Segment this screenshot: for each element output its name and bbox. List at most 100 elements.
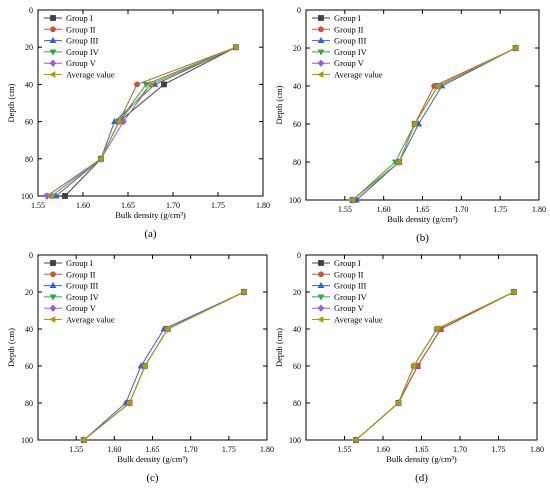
legend-marker bbox=[49, 294, 57, 301]
legend-marker bbox=[49, 304, 57, 312]
x-axis-title: Bulk density (g/cm³) bbox=[117, 454, 188, 464]
data-point bbox=[410, 120, 418, 128]
legend-label: Average value bbox=[66, 70, 115, 80]
y-tick-label: 100 bbox=[289, 436, 301, 445]
y-axis-title: Depth (cm) bbox=[274, 328, 284, 367]
y-tick-label: 60 bbox=[293, 362, 301, 371]
legend-label: Group II bbox=[66, 24, 96, 34]
plot-frame bbox=[37, 9, 264, 197]
legend-marker bbox=[317, 49, 325, 56]
legend-marker bbox=[49, 281, 57, 288]
y-axis-title: Depth (cm) bbox=[6, 83, 16, 122]
legend-label: Group I bbox=[334, 258, 361, 268]
legend-label: Group IV bbox=[66, 292, 100, 302]
x-tick-label: 1.75 bbox=[493, 205, 507, 214]
y-axis-title: Depth (cm) bbox=[274, 85, 284, 124]
x-tick-label: 1.55 bbox=[338, 205, 352, 214]
data-point bbox=[142, 82, 150, 89]
y-tick-label: 0 bbox=[297, 251, 301, 260]
legend-marker bbox=[49, 49, 57, 56]
x-tick-label: 1.55 bbox=[69, 445, 83, 454]
data-point bbox=[510, 288, 517, 296]
x-tick-label: 1.80 bbox=[530, 445, 544, 454]
y-tick-label: 40 bbox=[25, 325, 33, 334]
legend-marker bbox=[49, 36, 57, 43]
chart-panel-c: 1.55 1.60 1.65 1.70 1.75 1.80 0 20 40 60 80 100 Bulk… bbox=[6, 251, 274, 484]
y-tick-label: 40 bbox=[25, 80, 33, 89]
legend-marker bbox=[318, 260, 324, 266]
y-tick-label: 60 bbox=[293, 120, 301, 129]
legend-label: Average value bbox=[334, 315, 383, 325]
panel-label: (c) bbox=[146, 472, 159, 484]
data-point bbox=[433, 325, 440, 333]
y-tick-label: 100 bbox=[289, 196, 301, 205]
legend-label: Group III bbox=[334, 281, 367, 291]
legend-marker bbox=[317, 36, 325, 43]
data-point bbox=[410, 362, 417, 370]
legend-label: Group II bbox=[66, 269, 96, 279]
legend-marker bbox=[49, 59, 57, 67]
data-point bbox=[115, 118, 122, 125]
x-tick-label: 1.70 bbox=[453, 445, 467, 454]
y-tick-label: 20 bbox=[25, 288, 33, 297]
data-point bbox=[348, 196, 355, 204]
legend-label: Group II bbox=[334, 24, 364, 34]
x-tick-label: 1.80 bbox=[532, 205, 546, 214]
data-point bbox=[134, 81, 140, 88]
legend-marker bbox=[317, 59, 325, 67]
legend-marker bbox=[49, 71, 56, 78]
legend-label: Group III bbox=[66, 281, 99, 291]
legend-marker bbox=[50, 271, 56, 278]
x-tick-label: 1.65 bbox=[146, 445, 160, 454]
legend-label: Group I bbox=[66, 13, 93, 23]
y-axis-title: Depth (cm) bbox=[6, 328, 16, 367]
x-tick-label: 1.60 bbox=[76, 201, 90, 210]
legend-label: Group V bbox=[66, 58, 97, 68]
data-point bbox=[146, 81, 153, 88]
legend-marker bbox=[318, 26, 324, 33]
legend-label: Group II bbox=[334, 269, 364, 279]
data-point bbox=[125, 399, 132, 407]
x-tick-label: 1.70 bbox=[454, 205, 468, 214]
y-tick-label: 20 bbox=[25, 43, 33, 52]
legend-label: Average value bbox=[334, 70, 383, 80]
x-tick-label: 1.60 bbox=[107, 445, 121, 454]
y-tick-label: 80 bbox=[293, 158, 301, 167]
y-tick-label: 40 bbox=[293, 82, 301, 91]
legend-marker bbox=[318, 271, 324, 278]
y-tick-label: 80 bbox=[293, 399, 301, 408]
legend-marker bbox=[50, 26, 56, 33]
legend-marker bbox=[317, 316, 324, 323]
x-axis-title: Bulk density (g/cm³) bbox=[387, 214, 458, 224]
data-point bbox=[434, 82, 441, 90]
x-tick-label: 1.55 bbox=[31, 201, 45, 210]
data-point bbox=[352, 436, 359, 444]
panel-label: (d) bbox=[415, 472, 428, 484]
panel-label: (b) bbox=[416, 232, 429, 244]
y-tick-label: 60 bbox=[25, 118, 33, 127]
chart-panel-a: 1.55 1.60 1.65 1.70 1.75 1.80 0 20 40 60 80 100 Bulk… bbox=[6, 6, 270, 240]
y-tick-label: 100 bbox=[21, 192, 33, 201]
y-tick-label: 60 bbox=[25, 362, 33, 371]
data-point bbox=[232, 43, 239, 51]
data-point bbox=[394, 399, 401, 407]
legend-marker bbox=[317, 294, 325, 301]
y-tick-label: 0 bbox=[29, 6, 33, 15]
panel-label: (a) bbox=[144, 228, 157, 240]
x-tick-label: 1.75 bbox=[222, 445, 236, 454]
data-point bbox=[62, 193, 68, 199]
data-point bbox=[43, 192, 51, 200]
x-tick-label: 1.65 bbox=[416, 205, 430, 214]
data-point bbox=[111, 117, 118, 124]
data-point bbox=[47, 192, 54, 200]
x-tick-label: 1.70 bbox=[184, 445, 198, 454]
x-tick-label: 1.80 bbox=[256, 201, 270, 210]
data-point bbox=[511, 44, 519, 52]
legend-label: Group IV bbox=[66, 47, 100, 57]
chart-panel-d: 1.55 1.60 1.65 1.70 1.75 1.80 0 20 40 60 80 100 Bulk… bbox=[274, 251, 544, 484]
legend-label: Average value bbox=[66, 315, 115, 325]
x-tick-label: 1.60 bbox=[377, 205, 391, 214]
data-point bbox=[120, 117, 127, 126]
legend-label: Group III bbox=[334, 36, 367, 46]
legend-marker bbox=[50, 15, 56, 21]
